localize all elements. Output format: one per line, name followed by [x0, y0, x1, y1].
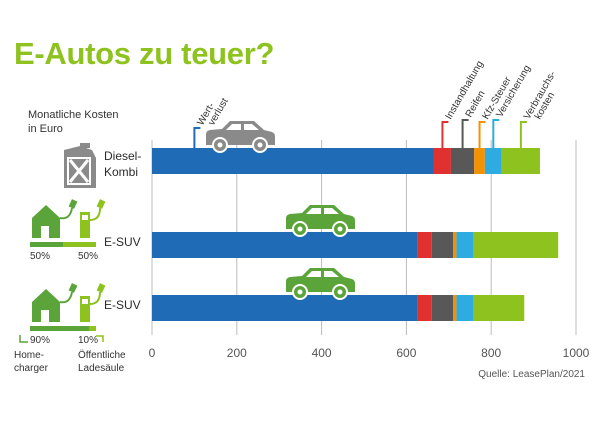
- public-share-label: 10%: [78, 335, 98, 346]
- legend-public-label: Ladesäule: [78, 363, 125, 374]
- bar-segment-kfz-steuer: [474, 148, 485, 174]
- bar-segment-wertverlust: [152, 232, 418, 258]
- x-tick-label: 1000: [563, 346, 590, 360]
- callout-line: [193, 127, 201, 148]
- home-share-bar: [30, 326, 90, 331]
- page-title: E-Autos zu teuer?: [14, 36, 275, 71]
- x-tick-label: 200: [227, 346, 247, 360]
- callout-line: [492, 119, 500, 148]
- legend-public-label: Öffentliche: [78, 349, 126, 361]
- legend-home-label: Home-: [14, 350, 44, 361]
- bar-segment-versicherung: [484, 148, 502, 174]
- row-labels: Diesel- Kombi E-SUV E-SUV: [104, 149, 141, 312]
- bar-segment-wertverlust: [152, 295, 418, 321]
- x-tick-label: 400: [312, 346, 332, 360]
- row-label: Diesel-: [104, 149, 141, 163]
- x-tick-label: 0: [149, 346, 156, 360]
- unit-label-line-1: Monatliche Kosten: [28, 109, 119, 121]
- source-note: Quelle: LeasePlan/2021: [478, 369, 585, 380]
- home-share-bar: [30, 242, 63, 247]
- fuel-canister-icon: [64, 143, 96, 188]
- bar-segment-instandhaltung: [417, 295, 432, 321]
- x-tick-label: 800: [481, 346, 501, 360]
- x-tick-label: 600: [396, 346, 416, 360]
- car-icon: [286, 268, 355, 300]
- bar-segment-kfz-steuer: [453, 295, 457, 321]
- bar-segment-reifen: [431, 295, 454, 321]
- bar-segment-reifen: [450, 148, 475, 174]
- callout-line: [441, 121, 449, 148]
- bar-segment-versicherung: [456, 295, 474, 321]
- bar-segment-verbrauchskosten: [473, 232, 559, 258]
- bar-segment-wertverlust: [152, 148, 434, 174]
- car-icon: [206, 121, 275, 153]
- home-share-label: 50%: [30, 251, 50, 262]
- callout-line: [478, 121, 486, 148]
- callout-line: [461, 119, 469, 148]
- car-icon: [286, 205, 355, 237]
- x-axis: 0 200 400 600 800 1000: [149, 346, 590, 360]
- legend-home-label: charger: [14, 363, 49, 374]
- charging-legend: Home-charger Öffentliche Ladesäule: [14, 335, 126, 374]
- bar-segment-versicherung: [456, 232, 474, 258]
- unit-label-line-2: in Euro: [28, 123, 63, 135]
- home-share-label: 90%: [30, 335, 50, 346]
- row-icons: 50% 50% 90% 10% Home-charger Öffentliche Lades…: [14, 143, 126, 374]
- public-share-bar: [63, 242, 96, 247]
- row-label: E-SUV: [104, 298, 141, 312]
- house-charger-icon: 90% 10%: [30, 283, 106, 346]
- row-label: E-SUV: [104, 235, 141, 249]
- bar-segment-verbrauchskosten: [501, 148, 540, 174]
- bar-segment-instandhaltung: [417, 232, 432, 258]
- bar-segment-kfz-steuer: [453, 232, 457, 258]
- bar-segment-verbrauchskosten: [473, 295, 525, 321]
- callout-line: [519, 121, 527, 148]
- public-share-bar: [89, 326, 96, 331]
- bar-segment-instandhaltung: [433, 148, 451, 174]
- house-charger-icon: 50% 50%: [30, 199, 106, 262]
- car-icons: [206, 121, 355, 300]
- bars: [152, 148, 559, 321]
- public-share-label: 50%: [78, 251, 98, 262]
- bar-segment-reifen: [431, 232, 454, 258]
- row-label: Kombi: [104, 165, 138, 179]
